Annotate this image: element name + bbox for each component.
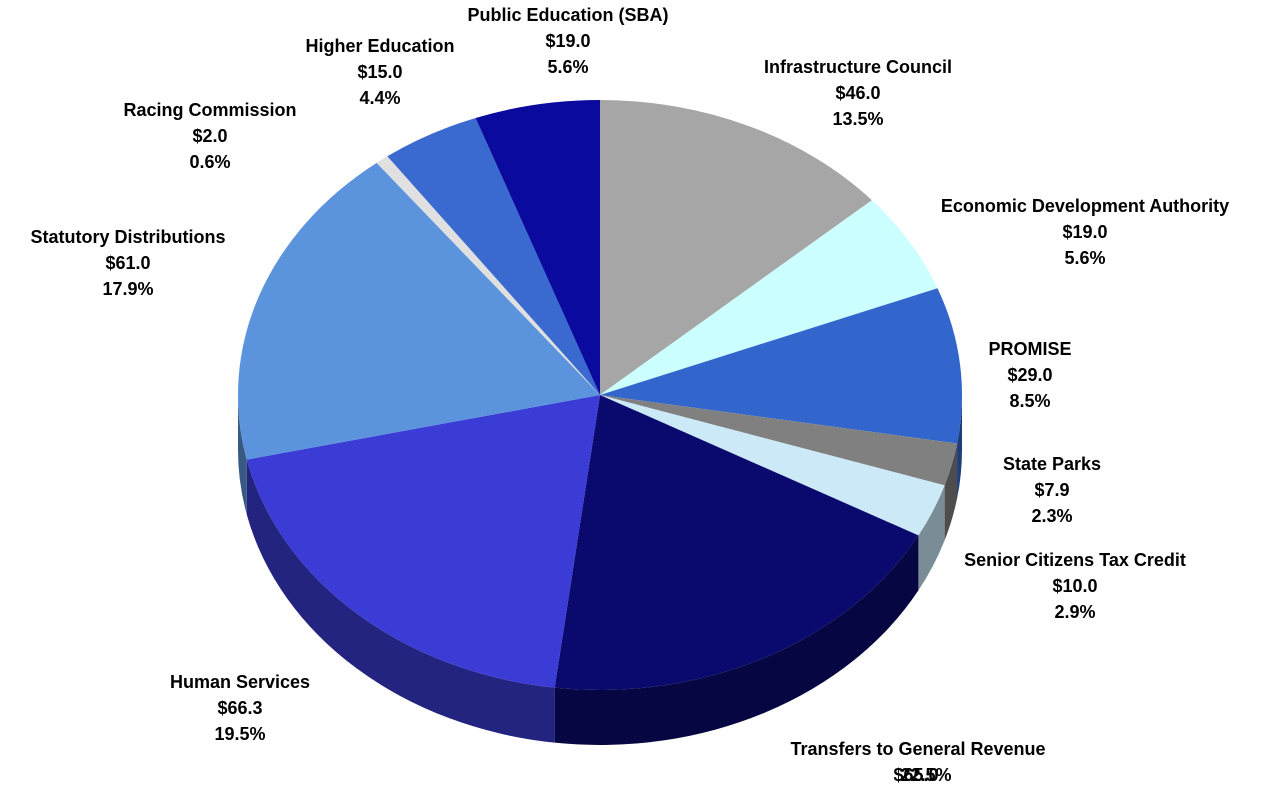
value-label: $19.0 [545,31,590,51]
percent-label: 2.9% [1054,602,1095,622]
slice [600,100,872,395]
slice [237,162,600,460]
slice-label: PROMISE [988,339,1071,359]
percent-label: 2.3% [1031,506,1072,526]
value-label: $19.0 [1062,222,1107,242]
value-label: $61.0 [105,253,150,273]
slice-label: State Parks [1003,454,1101,474]
slice-label: Public Education (SBA) [467,5,668,25]
percent-label: 13.5% [832,109,883,129]
value-label: $7.9 [1034,480,1069,500]
slice [554,395,919,691]
slice-side [238,395,247,515]
slice [600,395,958,486]
percent-label: 5.6% [547,57,588,77]
value-label: $10.0 [1052,576,1097,596]
slice-side [246,459,555,743]
slice-label: Human Services [170,672,310,692]
value-label: $65.0 [893,765,938,785]
slice-side [918,485,945,591]
slice-label: Higher Education [305,36,454,56]
percent-label: 17.9% [102,279,153,299]
slice-label: Statutory Distributions [30,227,225,247]
value-label: $2.0 [192,126,227,146]
slice-label: Racing Commission [123,100,296,120]
slice-side [957,395,962,499]
percent-label: 4.4% [359,88,400,108]
value-label: $46.0 [835,83,880,103]
percent-label: 19.5% [214,724,265,744]
slice-label: Economic Development Authority [941,196,1229,216]
percent-label: 8.5% [1009,391,1050,411]
slice [600,200,938,395]
slice [387,117,600,396]
slice-side [554,535,919,745]
percent-label: 5.6% [1064,248,1105,268]
slice [376,156,600,395]
slice [600,395,945,536]
percent-label: 0.6% [189,152,230,172]
slice [246,395,601,688]
value-label: $66.3 [217,698,262,718]
slice-label: Senior Citizens Tax Credit [964,550,1186,570]
value-label: $15.0 [357,62,402,82]
slice [600,288,962,444]
slice-side [944,443,958,541]
slice-label: Transfers to General Revenue [790,739,1045,759]
slice [475,100,600,395]
percent-label: 22.5% [900,765,951,785]
value-label: $29.0 [1007,365,1052,385]
slice-label: Infrastructure Council [764,57,952,77]
